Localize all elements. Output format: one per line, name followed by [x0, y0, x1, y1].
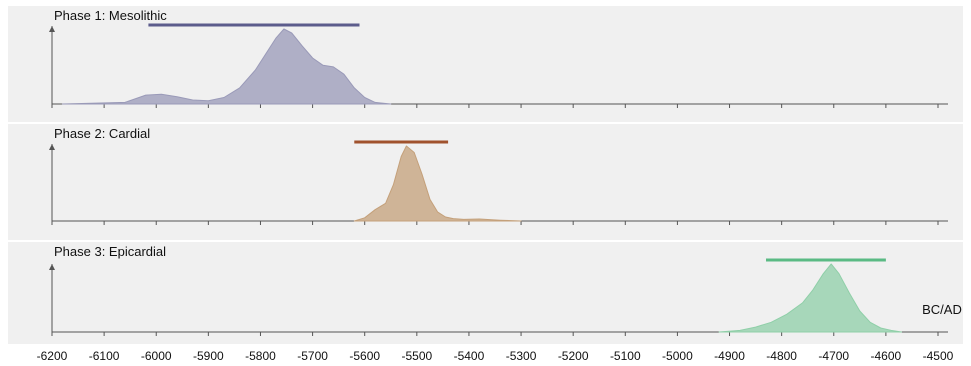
phase-panels: Phase 1: Mesolithic Phase 2: Cardial Phase…: [8, 6, 963, 344]
density-area: [718, 263, 902, 333]
density-area: [61, 28, 392, 105]
x-tick-label: -5700: [297, 349, 328, 363]
x-tick-label: -4600: [871, 349, 902, 363]
x-tick-label: -6100: [89, 349, 120, 363]
x-axis-unit-label: BC/AD: [922, 302, 962, 317]
x-tick-label: -5400: [454, 349, 485, 363]
x-tick-label: -6200: [37, 349, 68, 363]
phase-panel: Phase 3: Epicardial: [8, 242, 963, 344]
x-tick-label: -4700: [818, 349, 849, 363]
x-axis: -6200 -6100 -6000 -5900 -5800 -5700 -5600 -5500…: [37, 349, 954, 363]
phase-panel: Phase 2: Cardial: [8, 124, 963, 240]
x-tick-label: -5200: [558, 349, 589, 363]
y-axis-arrow-icon: [49, 144, 55, 150]
x-tick-label: -5500: [401, 349, 432, 363]
x-tick-label: -5800: [245, 349, 276, 363]
panel-background: [8, 6, 963, 122]
x-tick-label: -5900: [193, 349, 224, 363]
panel-title: Phase 3: Epicardial: [54, 244, 166, 259]
x-tick-label: -5600: [349, 349, 380, 363]
panel-title: Phase 1: Mesolithic: [54, 8, 167, 23]
y-axis-arrow-icon: [49, 26, 55, 32]
x-tick-label: -6000: [141, 349, 172, 363]
x-tick-label: -5300: [506, 349, 537, 363]
x-tick-label: -4900: [714, 349, 745, 363]
panel-title: Phase 2: Cardial: [54, 126, 150, 141]
y-axis-arrow-icon: [49, 264, 55, 270]
x-tick-labels: -6200 -6100 -6000 -5900 -5800 -5700 -5600 -5500…: [37, 349, 954, 363]
x-tick-label: -4800: [766, 349, 797, 363]
x-tick-label: -4500: [923, 349, 954, 363]
density-area: [353, 145, 522, 222]
x-tick-label: -5000: [662, 349, 693, 363]
panel-background: [8, 124, 963, 240]
x-tick-label: -5100: [610, 349, 641, 363]
phase-panel: Phase 1: Mesolithic: [8, 6, 963, 122]
